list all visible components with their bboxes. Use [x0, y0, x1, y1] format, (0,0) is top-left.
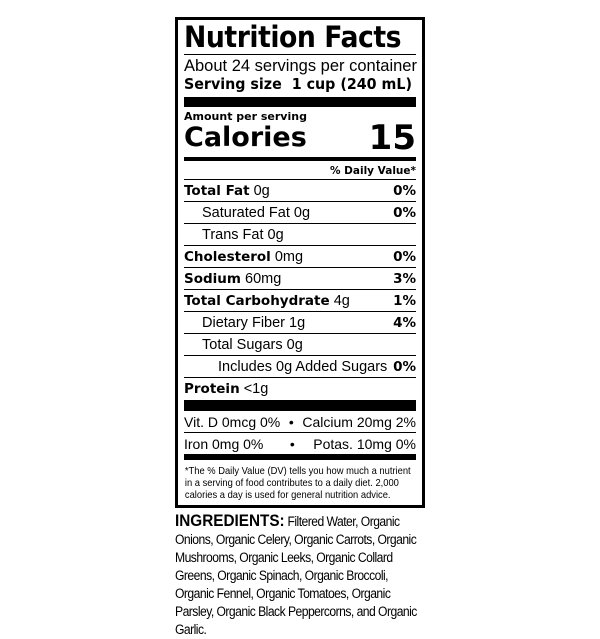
- nutrient-amount: 0g: [253, 183, 270, 199]
- vitamin-row: Iron 0mg 0% • Potas. 10mg 0%: [184, 433, 416, 454]
- medium-divider: [184, 454, 416, 460]
- nutrient-name: Protein: [184, 381, 240, 397]
- serving-size-value: 1 cup (240 mL): [291, 75, 412, 93]
- divider: [184, 432, 416, 433]
- vitamin-left: Iron 0mg 0%: [184, 436, 264, 452]
- bullet: •: [289, 436, 295, 452]
- nutrient-row-cholesterol: Cholesterol 0mg 0%: [184, 245, 416, 267]
- serving-size-label: Serving size: [184, 75, 282, 93]
- nutrient-amount: 0g: [286, 337, 303, 353]
- ingredients-heading: INGREDIENTS:: [175, 511, 285, 530]
- ingredients-list: INGREDIENTS: Filtered Water, Organic Oni…: [175, 512, 427, 639]
- nutrient-name: Dietary Fiber: [202, 315, 285, 331]
- medium-divider: [184, 157, 416, 161]
- calories-label: Calories: [184, 122, 307, 153]
- nutrient-dv: 0%: [393, 249, 416, 265]
- nutrient-row-total-sugars: Total Sugars 0g: [184, 333, 416, 355]
- nutrition-facts-panel: Nutrition Facts About 24 servings per co…: [175, 17, 425, 508]
- ingredients-text: Filtered Water, Organic Onions, Organic …: [175, 514, 417, 637]
- nutrient-amount: 0mg: [274, 249, 304, 265]
- vitamin-right: Potas. 10mg 0%: [313, 436, 416, 452]
- nutrient-amount: 0g: [267, 227, 284, 243]
- nutrient-row-total-carbohydrate: Total Carbohydrate 4g 1%: [184, 289, 416, 311]
- nutrient-amount: <1g: [243, 381, 269, 397]
- vitamin-left: Vit. D 0mcg 0%: [184, 414, 281, 430]
- nutrient-name: Total Fat: [184, 183, 250, 199]
- nutrient-amount: 0g: [293, 205, 311, 221]
- nutrient-dv: 0%: [393, 205, 416, 221]
- nutrient-row-total-fat: Total Fat 0g 0%: [184, 179, 416, 201]
- daily-value-header: % Daily Value*: [330, 165, 416, 177]
- nutrient-name: Cholesterol: [184, 249, 271, 265]
- nutrient-name: Sodium: [184, 271, 241, 287]
- nutrient-dv: 4%: [393, 315, 416, 331]
- nutrient-amount: 60mg: [245, 271, 282, 287]
- nutrient-row-trans-fat: Trans Fat 0g: [184, 223, 416, 245]
- calories-value: 15: [368, 118, 416, 158]
- nutrition-facts-title: Nutrition Facts: [184, 20, 402, 54]
- servings-per-container: About 24 servings per container: [184, 57, 417, 75]
- nutrient-row-dietary-fiber: Dietary Fiber 1g 4%: [184, 311, 416, 333]
- vitamin-right: Calcium 20mg 2%: [302, 414, 416, 430]
- nutrient-dv: 1%: [393, 293, 416, 309]
- daily-value-footnote: *The % Daily Value (DV) tells you how mu…: [184, 465, 411, 501]
- nutrient-dv: 3%: [393, 271, 416, 287]
- nutrient-row-sodium: Sodium 60mg 3%: [184, 267, 416, 289]
- calories-row: Calories 15: [184, 118, 416, 158]
- nutrient-amount: 4g: [333, 293, 350, 309]
- nutrient-name: Total Sugars: [202, 337, 283, 353]
- nutrient-name: Includes 0g Added Sugars: [218, 359, 388, 375]
- serving-size: Serving size 1 cup (240 mL): [184, 75, 412, 94]
- nutrient-dv: 0%: [393, 183, 416, 199]
- amount-per-serving: Amount per serving: [184, 110, 307, 123]
- nutrient-row-saturated-fat: Saturated Fat 0g 0%: [184, 201, 416, 223]
- nutrient-dv: 0%: [393, 359, 416, 375]
- bullet: •: [288, 414, 294, 430]
- nutrient-row-added-sugars: Includes 0g Added Sugars 0%: [184, 355, 416, 377]
- vitamin-row: Vit. D 0mcg 0% • Calcium 20mg 2%: [184, 411, 416, 432]
- nutrient-name: Trans Fat: [202, 227, 264, 243]
- nutrient-amount: 1g: [289, 315, 306, 331]
- thick-divider: [184, 97, 416, 107]
- divider: [184, 54, 416, 55]
- nutrient-name: Saturated Fat: [202, 205, 290, 221]
- thick-divider: [184, 400, 416, 411]
- nutrient-row-protein: Protein <1g: [184, 377, 416, 399]
- nutrient-name: Total Carbohydrate: [184, 293, 330, 309]
